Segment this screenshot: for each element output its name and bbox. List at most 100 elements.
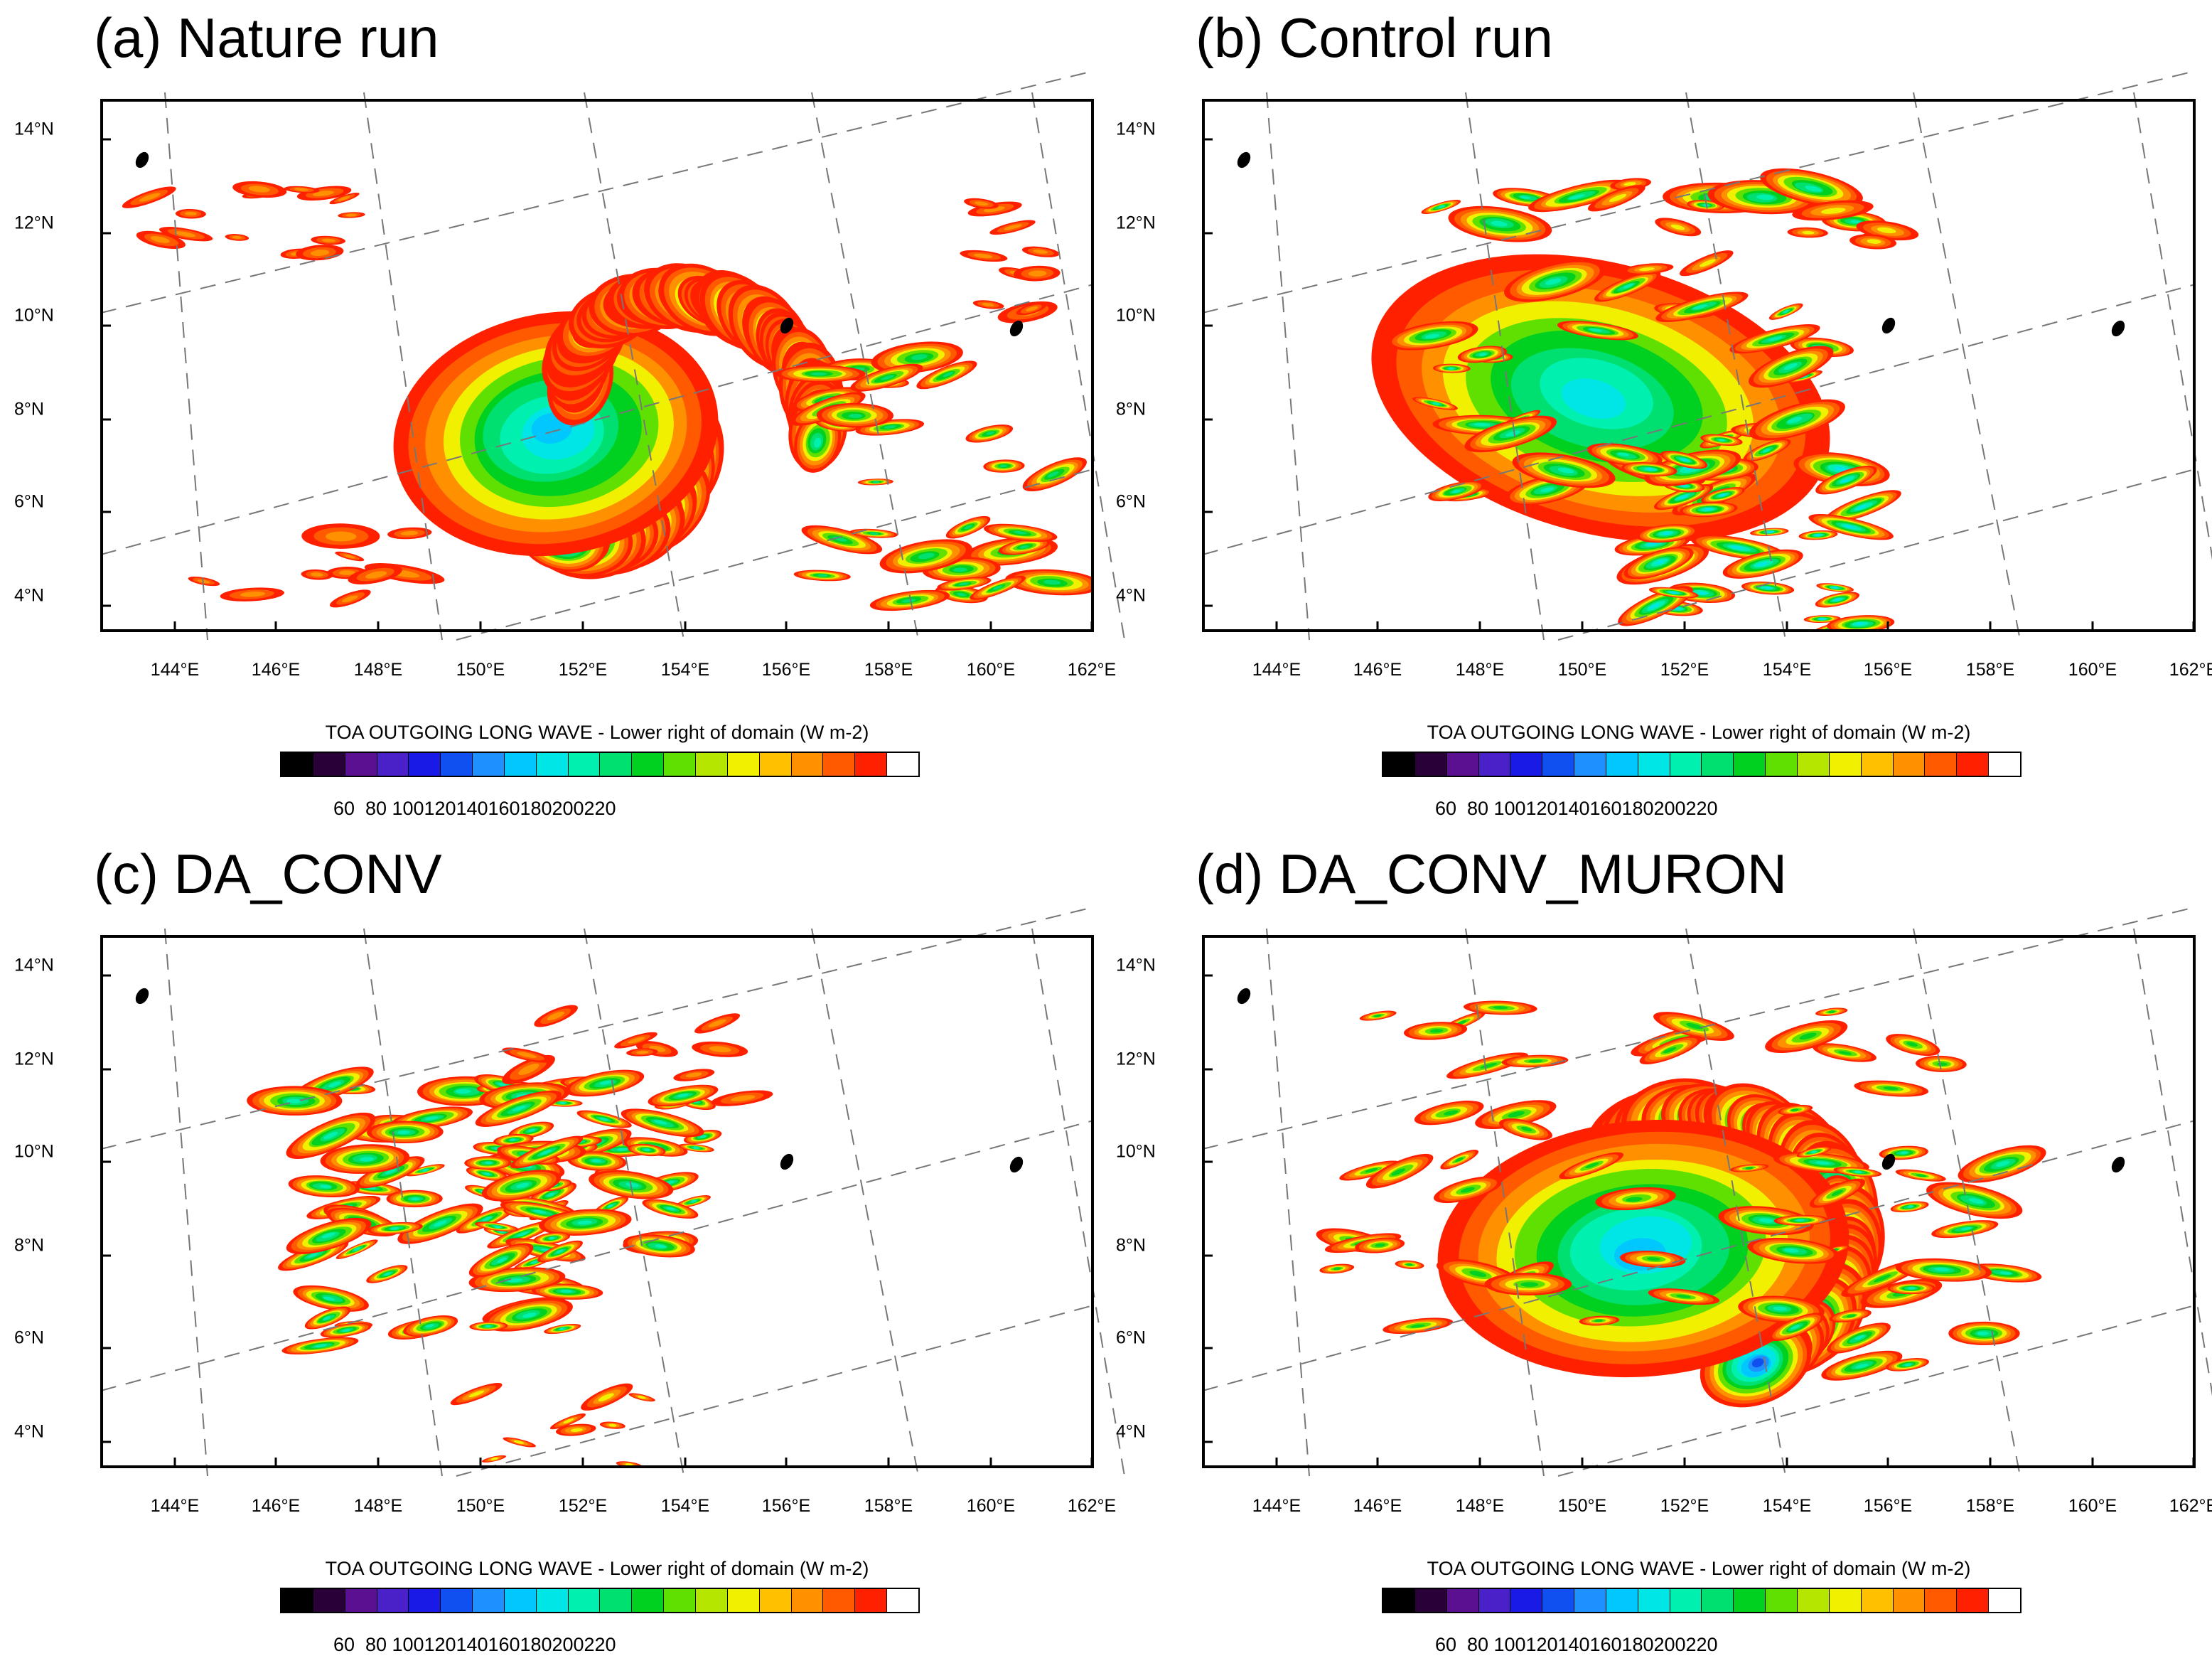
colorbar-swatch	[281, 753, 313, 776]
lon-label: 154°E	[661, 660, 709, 680]
colorbar-swatch	[760, 753, 792, 776]
colorbar-swatch	[1989, 753, 2020, 776]
colorbar-swatch	[1542, 753, 1574, 776]
colorbar-swatch	[1798, 753, 1830, 776]
lon-label: 152°E	[1660, 1496, 1709, 1517]
colorbar-swatch	[537, 1589, 569, 1612]
colorbar-label: 220	[584, 798, 616, 820]
colorbar-swatch	[441, 753, 473, 776]
lat-label: 10°N	[14, 1142, 54, 1162]
colorbar-swatch	[569, 753, 601, 776]
colorbar-swatch	[632, 1589, 664, 1612]
colorbar-swatch	[760, 1589, 792, 1612]
lat-label: 10°N	[1116, 306, 1156, 326]
colorbar-label: 140	[456, 798, 488, 820]
colorbar-swatch	[1894, 753, 1926, 776]
colorbar-swatch	[281, 1589, 313, 1612]
lat-label: 4°N	[1116, 586, 1146, 606]
colorbar-label: 180	[520, 1634, 552, 1656]
lat-label: 12°N	[14, 1049, 54, 1070]
lon-label: 150°E	[456, 1496, 505, 1517]
colorbar-label: 200	[1653, 1634, 1685, 1656]
colorbar-label: 160	[488, 798, 520, 820]
colorbar-swatch	[313, 753, 345, 776]
colorbar-swatch	[473, 1589, 505, 1612]
colorbar-swatch	[1734, 1589, 1766, 1612]
colorbar-swatch	[1862, 753, 1894, 776]
lat-label: 14°N	[1116, 956, 1156, 976]
colorbar-title: TOA OUTGOING LONG WAVE - Lower right of …	[1365, 1558, 2033, 1580]
colorbar-title: TOA OUTGOING LONG WAVE - Lower right of …	[263, 1558, 931, 1580]
lat-label: 8°N	[1116, 400, 1146, 420]
panel-title: (c) DA_CONV	[94, 846, 442, 902]
lat-label: 6°N	[14, 492, 44, 513]
lon-label: 154°E	[1763, 660, 1811, 680]
colorbar-swatch	[1830, 753, 1862, 776]
colorbar-swatch	[1415, 753, 1447, 776]
colorbar-swatch	[855, 1589, 887, 1612]
lon-label: 146°E	[252, 1496, 300, 1517]
lon-label: 152°E	[1660, 660, 1709, 680]
lat-label: 14°N	[14, 956, 54, 976]
colorbar-swatch	[345, 753, 377, 776]
lat-label: 6°N	[1116, 1328, 1146, 1349]
lat-label: 10°N	[1116, 1142, 1156, 1162]
colorbar-label: 200	[1653, 798, 1685, 820]
lat-label: 12°N	[1116, 213, 1156, 234]
colorbar-label: 60	[1435, 1634, 1456, 1656]
lon-label: 158°E	[1966, 1496, 2014, 1517]
colorbar-swatch	[1830, 1589, 1862, 1612]
colorbar-swatch	[1670, 753, 1702, 776]
colorbar	[280, 1588, 920, 1613]
colorbar-label: 80	[365, 798, 387, 820]
colorbar-label: 220	[1685, 798, 1717, 820]
lon-label: 144°E	[1252, 1496, 1301, 1517]
colorbar-swatch	[569, 1589, 601, 1612]
lon-label: 148°E	[1456, 660, 1504, 680]
colorbar-swatch	[1925, 753, 1957, 776]
colorbar-swatch	[1542, 1589, 1574, 1612]
lon-label: 160°E	[967, 660, 1015, 680]
colorbar	[1382, 752, 2022, 777]
colorbar-swatch	[313, 1589, 345, 1612]
colorbar-swatch	[887, 1589, 918, 1612]
colorbar-swatch	[823, 753, 855, 776]
lat-label: 4°N	[14, 586, 44, 606]
olr-map	[1203, 936, 2195, 1467]
lon-label: 156°E	[1864, 660, 1912, 680]
colorbar-swatch	[1510, 753, 1542, 776]
lon-label: 144°E	[1252, 660, 1301, 680]
colorbar-swatch	[792, 1589, 824, 1612]
colorbar	[1382, 1588, 2022, 1613]
lon-label: 162°E	[2169, 660, 2212, 680]
lat-label: 14°N	[1116, 119, 1156, 140]
lon-label: 156°E	[762, 1496, 810, 1517]
colorbar-label: 100	[1493, 1634, 1525, 1656]
lat-label: 4°N	[1116, 1422, 1146, 1443]
colorbar-label: 220	[1685, 1634, 1717, 1656]
colorbar-label: 160	[1589, 798, 1621, 820]
colorbar-swatch	[1510, 1589, 1542, 1612]
colorbar-swatch	[664, 753, 696, 776]
lon-label: 146°E	[1353, 660, 1402, 680]
colorbar-title: TOA OUTGOING LONG WAVE - Lower right of …	[1365, 722, 2033, 744]
lat-label: 6°N	[14, 1328, 44, 1349]
lon-label: 158°E	[864, 660, 913, 680]
colorbar-label: 140	[1557, 1634, 1589, 1656]
colorbar-swatch	[1957, 1589, 1989, 1612]
colorbar-swatch	[1479, 753, 1511, 776]
colorbar-swatch	[441, 1589, 473, 1612]
colorbar-swatch	[1702, 1589, 1734, 1612]
lat-label: 8°N	[14, 400, 44, 420]
lon-label: 158°E	[864, 1496, 913, 1517]
lat-label: 8°N	[1116, 1236, 1146, 1256]
lon-label: 148°E	[354, 1496, 402, 1517]
colorbar-swatch	[632, 753, 664, 776]
olr-map	[101, 936, 1093, 1467]
panel-title: (d) DA_CONV_MURON	[1196, 846, 1787, 902]
colorbar-label: 80	[365, 1634, 387, 1656]
colorbar-swatch	[1798, 1589, 1830, 1612]
